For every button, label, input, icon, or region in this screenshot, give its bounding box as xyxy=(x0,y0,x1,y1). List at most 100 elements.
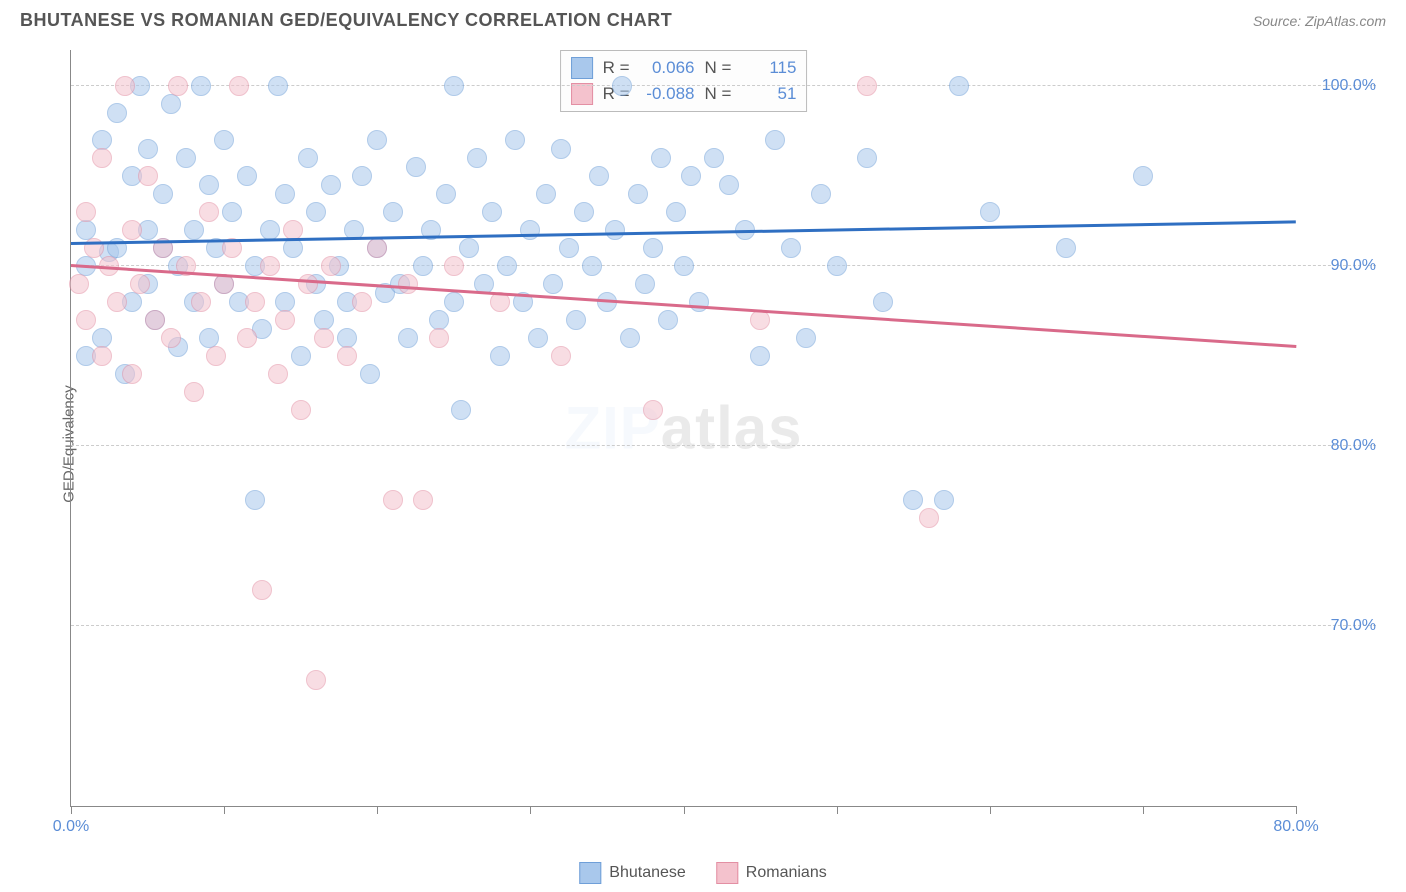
scatter-point xyxy=(628,184,648,204)
scatter-point xyxy=(283,238,303,258)
scatter-point xyxy=(643,238,663,258)
scatter-point xyxy=(444,76,464,96)
scatter-point xyxy=(582,256,602,276)
legend-swatch-bhutanese xyxy=(579,862,601,884)
x-tick xyxy=(530,806,531,814)
scatter-point xyxy=(161,328,181,348)
scatter-point xyxy=(229,76,249,96)
scatter-point xyxy=(589,166,609,186)
scatter-point xyxy=(115,76,135,96)
correlation-legend: R = 0.066 N = 115 R = -0.088 N = 51 xyxy=(560,50,808,112)
scatter-point xyxy=(635,274,655,294)
scatter-point xyxy=(199,328,219,348)
source-label: Source: ZipAtlas.com xyxy=(1253,13,1386,29)
scatter-point xyxy=(245,490,265,510)
scatter-point xyxy=(360,364,380,384)
scatter-point xyxy=(383,202,403,222)
gridline xyxy=(71,625,1376,626)
scatter-point xyxy=(413,490,433,510)
scatter-point xyxy=(138,166,158,186)
scatter-point xyxy=(260,256,280,276)
n-value-romanians: 51 xyxy=(741,84,796,104)
scatter-point xyxy=(551,346,571,366)
scatter-point xyxy=(199,175,219,195)
x-tick xyxy=(224,806,225,814)
r-label: R = xyxy=(603,58,630,78)
scatter-point xyxy=(268,76,288,96)
y-tick-label: 80.0% xyxy=(1306,437,1376,455)
scatter-point xyxy=(321,256,341,276)
legend-item-bhutanese: Bhutanese xyxy=(579,862,686,884)
legend-label-romanians: Romanians xyxy=(746,864,827,882)
y-tick-label: 100.0% xyxy=(1306,77,1376,95)
scatter-point xyxy=(252,580,272,600)
scatter-point xyxy=(184,382,204,402)
trend-line xyxy=(71,220,1296,244)
scatter-point xyxy=(337,328,357,348)
scatter-point xyxy=(827,256,847,276)
scatter-point xyxy=(490,346,510,366)
r-value-romanians: -0.088 xyxy=(640,84,695,104)
scatter-point xyxy=(451,400,471,420)
scatter-point xyxy=(811,184,831,204)
scatter-point xyxy=(107,292,127,312)
x-tick xyxy=(1296,806,1297,814)
chart-area: GED/Equivalency ZIPatlas R = 0.066 N = 1… xyxy=(20,45,1386,842)
y-tick-label: 70.0% xyxy=(1306,617,1376,635)
scatter-point xyxy=(704,148,724,168)
scatter-point xyxy=(444,292,464,312)
x-tick xyxy=(837,806,838,814)
scatter-point xyxy=(291,346,311,366)
scatter-point xyxy=(658,310,678,330)
scatter-point xyxy=(903,490,923,510)
scatter-point xyxy=(620,328,640,348)
legend-item-romanians: Romanians xyxy=(716,862,827,884)
x-tick xyxy=(377,806,378,814)
scatter-point xyxy=(298,148,318,168)
chart-header: BHUTANESE VS ROMANIAN GED/EQUIVALENCY CO… xyxy=(0,0,1406,36)
scatter-point xyxy=(750,310,770,330)
scatter-point xyxy=(674,256,694,276)
scatter-point xyxy=(689,292,709,312)
scatter-point xyxy=(352,292,372,312)
scatter-point xyxy=(337,346,357,366)
y-tick-label: 90.0% xyxy=(1306,257,1376,275)
scatter-point xyxy=(612,76,632,96)
x-tick-label: 0.0% xyxy=(53,818,89,836)
scatter-point xyxy=(275,184,295,204)
scatter-point xyxy=(873,292,893,312)
scatter-point xyxy=(1133,166,1153,186)
scatter-point xyxy=(275,292,295,312)
scatter-point xyxy=(222,202,242,222)
scatter-point xyxy=(191,76,211,96)
scatter-point xyxy=(214,130,234,150)
scatter-point xyxy=(459,238,479,258)
scatter-point xyxy=(536,184,556,204)
scatter-point xyxy=(92,130,112,150)
scatter-point xyxy=(1056,238,1076,258)
scatter-point xyxy=(92,346,112,366)
scatter-point xyxy=(796,328,816,348)
scatter-point xyxy=(528,328,548,348)
scatter-point xyxy=(781,238,801,258)
scatter-point xyxy=(306,670,326,690)
scatter-point xyxy=(413,256,433,276)
scatter-point xyxy=(122,364,142,384)
scatter-point xyxy=(543,274,563,294)
n-label: N = xyxy=(705,84,732,104)
scatter-point xyxy=(275,310,295,330)
scatter-point xyxy=(643,400,663,420)
scatter-point xyxy=(367,130,387,150)
scatter-point xyxy=(92,328,112,348)
scatter-point xyxy=(268,364,288,384)
scatter-point xyxy=(69,274,89,294)
corr-row-bhutanese: R = 0.066 N = 115 xyxy=(571,55,797,81)
scatter-point xyxy=(551,139,571,159)
scatter-point xyxy=(199,202,219,222)
legend-swatch-romanians xyxy=(716,862,738,884)
scatter-point xyxy=(191,292,211,312)
watermark: ZIPatlas xyxy=(564,394,802,463)
scatter-point xyxy=(245,292,265,312)
x-tick xyxy=(990,806,991,814)
scatter-point xyxy=(92,148,112,168)
